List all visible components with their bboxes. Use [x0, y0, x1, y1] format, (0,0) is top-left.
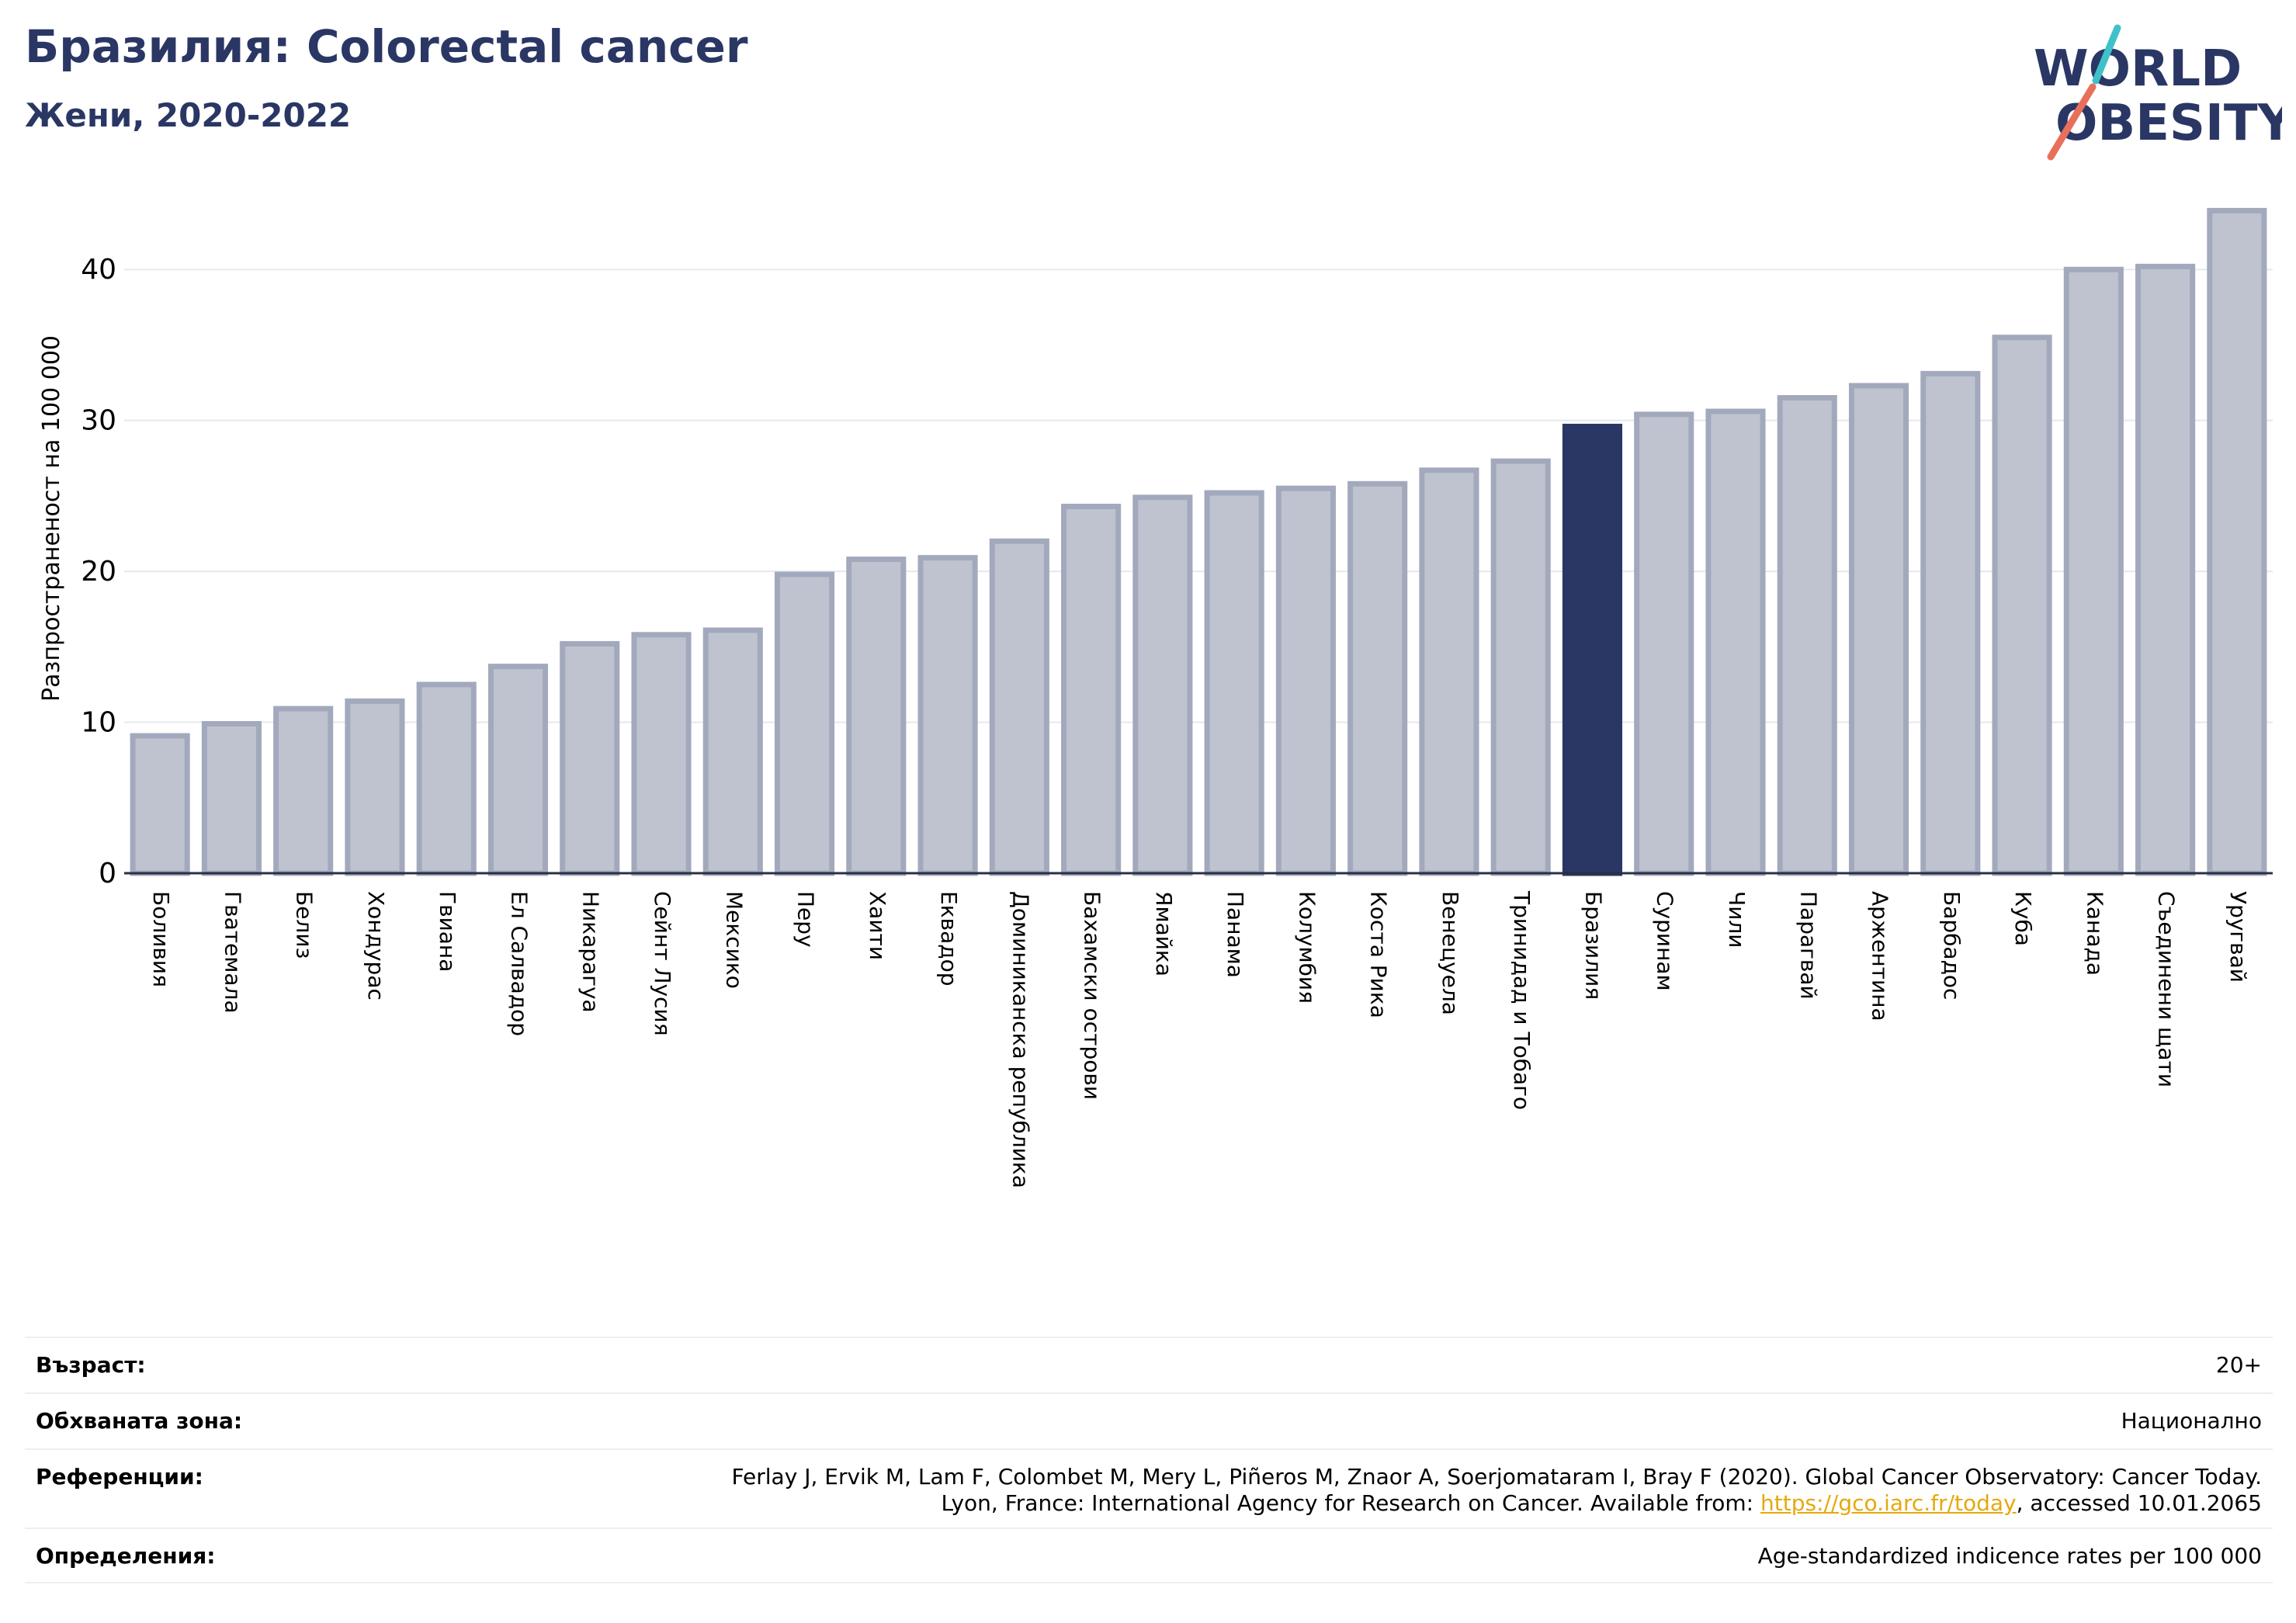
references-link[interactable]: https://gco.iarc.fr/today — [1760, 1490, 2017, 1516]
bar-17 — [1347, 480, 1408, 876]
bar-4 — [416, 681, 477, 876]
x-tick-label: Ел Салвадор — [506, 891, 532, 1036]
bar-14 — [1132, 494, 1193, 876]
area-label: Обхваната зона: — [36, 1408, 243, 1434]
bar-6 — [560, 640, 620, 876]
bar-5 — [487, 664, 549, 876]
x-tick-label: Аржентина — [1868, 891, 1893, 1021]
x-tick-label: Барбадос — [1939, 891, 1965, 1000]
references-label: Референции: — [36, 1464, 203, 1489]
x-tick-label: Съединени щати — [2154, 891, 2180, 1087]
bar-3 — [345, 698, 405, 876]
bar-29 — [2207, 207, 2267, 876]
age-label: Възраст: — [36, 1352, 146, 1378]
x-tick-label: Колумбия — [1294, 891, 1320, 1004]
x-tick-label: Бразилия — [1580, 891, 1606, 1000]
chart-subtitle: Жени, 2020-2022 — [25, 96, 352, 134]
x-tick-label: Венецуела — [1438, 891, 1463, 1015]
x-tick-label: Панама — [1223, 891, 1248, 978]
x-tick-label: Бахамски острови — [1080, 891, 1105, 1100]
bar-chart: 0 10 20 30 40 Боливия Гватемала Белиз Хондурас Г… — [38, 207, 2273, 1188]
logo-text-obesity: OBESITY — [2055, 95, 2282, 152]
references-line2-prefix: Lyon, France: International Agency for R… — [941, 1490, 1760, 1516]
x-tick-label: Хондурас — [363, 891, 389, 1001]
y-axis-ticks: 0 10 20 30 40 — [81, 254, 116, 890]
x-tick-label: Ямайка — [1151, 891, 1177, 976]
world-obesity-logo: WORLD OBESITY — [2034, 24, 2282, 161]
logo-slash-red — [2047, 83, 2097, 161]
y-tick-label: 0 — [99, 858, 116, 890]
x-tick-label: Мексико — [721, 891, 747, 989]
bar-22 — [1705, 408, 1766, 876]
x-tick-label: Суринам — [1653, 891, 1678, 991]
bar-16 — [1275, 485, 1336, 876]
bar-18 — [1419, 467, 1479, 876]
bar-21 — [1634, 411, 1694, 876]
x-tick-label: Коста Рика — [1366, 891, 1392, 1018]
definitions-label: Определения: — [36, 1543, 216, 1569]
x-tick-label: Парагвай — [1795, 891, 1821, 1000]
bar-7 — [631, 632, 692, 876]
y-tick-label: 30 — [81, 405, 116, 437]
references-line2-suffix: , accessed 10.01.2065 — [2016, 1490, 2262, 1516]
info-table: Възраст: 20+ Обхваната зона: Национално … — [25, 1337, 2273, 1583]
x-tick-label: Боливия — [148, 891, 174, 987]
bar-20 — [1562, 423, 1623, 876]
bar-13 — [1061, 504, 1122, 876]
info-row-age: Възраст: 20+ — [25, 1337, 2273, 1392]
bars — [130, 207, 2267, 876]
bar-23 — [1777, 395, 1837, 876]
info-row-definitions: Определения: Age-standardized indicence … — [25, 1528, 2273, 1583]
y-tick-label: 10 — [81, 707, 116, 739]
bar-11 — [917, 555, 978, 876]
x-axis-labels: Боливия Гватемала Белиз Хондурас Гвиана Ел Са… — [148, 890, 2251, 1188]
grid-lines — [124, 269, 2273, 723]
y-tick-label: 40 — [81, 254, 116, 286]
x-tick-label: Гватемала — [220, 891, 245, 1014]
bar-28 — [2135, 263, 2196, 876]
bar-1 — [201, 721, 262, 876]
x-tick-label: Никарагуа — [578, 891, 604, 1013]
bar-15 — [1204, 490, 1264, 876]
x-tick-label: Уругвай — [2225, 891, 2251, 983]
definitions-value: Age-standardized indicence rates per 100… — [1757, 1543, 2262, 1569]
bar-26 — [1992, 335, 2052, 876]
chart-title: Бразилия: Colorectal cancer — [25, 20, 748, 73]
y-tick-label: 20 — [81, 556, 116, 588]
x-tick-label: Перу — [793, 891, 819, 948]
x-tick-label: Тринидад и Тобаго — [1509, 890, 1535, 1110]
x-tick-label: Еквадор — [936, 891, 962, 987]
x-tick-label: Сейнт Лусия — [650, 891, 675, 1036]
info-row-area: Обхваната зона: Национално — [25, 1392, 2273, 1448]
bar-19 — [1490, 458, 1551, 876]
bar-9 — [774, 571, 835, 876]
x-tick-label: Хаити — [865, 891, 890, 960]
x-tick-label: Чили — [1724, 891, 1750, 948]
bar-25 — [1920, 370, 1981, 876]
bar-10 — [846, 557, 907, 876]
y-axis-label: Разпространеност на 100 000 — [38, 335, 65, 702]
x-tick-label: Доминиканска република — [1008, 891, 1033, 1188]
area-value: Национално — [2121, 1408, 2262, 1434]
x-tick-label: Куба — [2010, 891, 2036, 946]
references-line1: Ferlay J, Ervik M, Lam F, Colombet M, Me… — [731, 1464, 2262, 1489]
logo-slash-teal — [2092, 24, 2121, 85]
bar-0 — [130, 733, 190, 876]
bar-12 — [989, 538, 1049, 876]
references-value: Ferlay J, Ervik M, Lam F, Colombet M, Me… — [731, 1450, 2262, 1517]
x-tick-label: Гвиана — [435, 891, 460, 972]
x-tick-label: Канада — [2082, 891, 2107, 976]
bar-8 — [702, 627, 763, 876]
bar-2 — [273, 706, 334, 876]
info-row-references: Референции: Ferlay J, Ervik M, Lam F, Co… — [25, 1448, 2273, 1528]
logo-text-world: WORLD — [2034, 40, 2242, 98]
bar-24 — [1848, 383, 1909, 876]
age-value: 20+ — [2215, 1352, 2262, 1378]
bar-27 — [2063, 266, 2124, 876]
x-tick-label: Белиз — [292, 891, 317, 959]
